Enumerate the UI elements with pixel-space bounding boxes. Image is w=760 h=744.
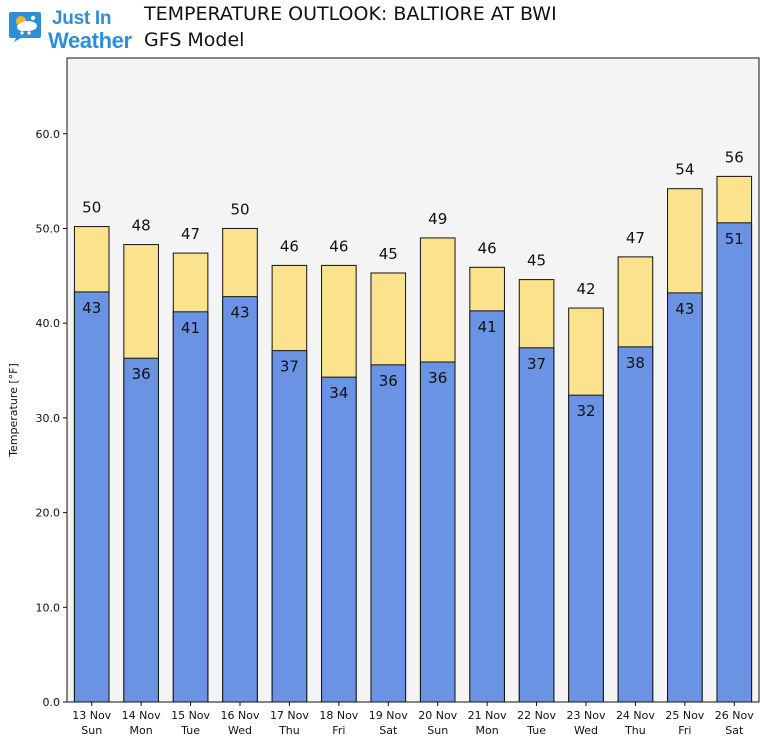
low-bar bbox=[419, 361, 456, 703]
x-tick-label-day: Tue bbox=[180, 724, 200, 737]
x-tick-label-day: Sat bbox=[379, 724, 398, 737]
high-value-label: 48 bbox=[132, 217, 151, 235]
high-value-label: 50 bbox=[82, 199, 101, 217]
low-bar bbox=[617, 346, 654, 703]
logo-text-line1: Just In bbox=[52, 8, 112, 29]
x-tick-label-date: 26 Nov bbox=[715, 709, 754, 722]
y-tick-label: 60.0 bbox=[36, 128, 61, 141]
x-tick-label-day: Thu bbox=[278, 724, 300, 737]
x-tick-label-date: 15 Nov bbox=[171, 709, 210, 722]
low-bar bbox=[716, 222, 753, 703]
x-tick-label-date: 13 Nov bbox=[72, 709, 111, 722]
x-tick-label-date: 23 Nov bbox=[567, 709, 606, 722]
x-tick-label-date: 14 Nov bbox=[122, 709, 161, 722]
high-value-label: 46 bbox=[280, 237, 299, 255]
high-value-label: 47 bbox=[181, 225, 200, 243]
low-value-label: 36 bbox=[379, 372, 398, 390]
y-tick-label: 10.0 bbox=[36, 601, 61, 614]
high-value-label: 47 bbox=[626, 229, 645, 247]
x-tick-label-date: 21 Nov bbox=[468, 709, 507, 722]
x-tick-label-date: 17 Nov bbox=[270, 709, 309, 722]
x-tick-label-day: Wed bbox=[228, 724, 252, 737]
x-tick-label-day: Sun bbox=[81, 724, 102, 737]
low-value-label: 38 bbox=[626, 354, 645, 372]
x-tick-label-date: 19 Nov bbox=[369, 709, 408, 722]
low-value-label: 37 bbox=[280, 358, 299, 376]
x-tick-label-day: Sun bbox=[427, 724, 448, 737]
y-tick-label: 20.0 bbox=[36, 507, 61, 520]
low-bar bbox=[271, 350, 308, 703]
low-bar bbox=[667, 292, 703, 703]
low-value-label: 32 bbox=[576, 402, 595, 420]
high-value-label: 42 bbox=[576, 280, 595, 298]
logo: Just In Weather bbox=[4, 4, 132, 53]
low-bar bbox=[370, 364, 407, 703]
x-tick-label-date: 24 Nov bbox=[616, 709, 655, 722]
low-value-label: 36 bbox=[428, 369, 447, 387]
high-value-label: 46 bbox=[478, 239, 497, 257]
low-bar bbox=[568, 394, 604, 703]
weather-cloud-icon bbox=[9, 12, 41, 42]
plot-area bbox=[67, 58, 759, 702]
low-value-label: 36 bbox=[132, 365, 151, 383]
low-value-label: 43 bbox=[82, 299, 101, 317]
low-bar bbox=[222, 296, 258, 703]
low-value-label: 34 bbox=[329, 384, 348, 402]
x-tick-label-date: 20 Nov bbox=[418, 709, 457, 722]
low-bar bbox=[73, 291, 110, 703]
y-axis-label: Temperature [°F] bbox=[7, 363, 20, 458]
x-tick-label-day: Thu bbox=[624, 724, 646, 737]
low-value-label: 41 bbox=[478, 318, 497, 336]
high-value-label: 54 bbox=[675, 161, 694, 179]
x-tick-label-date: 25 Nov bbox=[665, 709, 704, 722]
high-value-label: 46 bbox=[329, 237, 348, 255]
chart-subtitle: GFS Model bbox=[144, 29, 245, 51]
y-tick-label: 40.0 bbox=[36, 317, 61, 330]
low-value-label: 51 bbox=[725, 230, 744, 248]
low-value-label: 37 bbox=[527, 355, 546, 373]
low-bar bbox=[172, 311, 209, 703]
low-bar bbox=[469, 310, 505, 703]
logo-text-line2: Weather bbox=[48, 28, 132, 53]
high-value-label: 49 bbox=[428, 210, 447, 228]
low-bar bbox=[123, 357, 159, 703]
plot-frame bbox=[66, 57, 760, 703]
high-value-label: 45 bbox=[379, 245, 398, 263]
low-value-label: 41 bbox=[181, 319, 200, 337]
low-bar bbox=[518, 347, 555, 703]
y-tick-label: 50.0 bbox=[36, 222, 61, 235]
low-bar bbox=[321, 376, 357, 703]
x-tick-label-day: Fri bbox=[332, 724, 345, 737]
high-value-label: 50 bbox=[230, 200, 249, 218]
low-value-label: 43 bbox=[230, 304, 249, 322]
y-tick-label: 30.0 bbox=[36, 412, 61, 425]
x-tick-label-day: Fri bbox=[678, 724, 691, 737]
x-tick-label-day: Sat bbox=[725, 724, 744, 737]
x-tick-label-day: Tue bbox=[526, 724, 546, 737]
high-value-label: 45 bbox=[527, 252, 546, 270]
high-value-label: 56 bbox=[725, 148, 744, 166]
header: Just In Weather TEMPERATURE OUTLOOK: BAL… bbox=[0, 0, 760, 56]
x-tick-label-date: 22 Nov bbox=[517, 709, 556, 722]
x-tick-label-day: Wed bbox=[574, 724, 598, 737]
y-tick-label: 0.0 bbox=[43, 696, 61, 709]
low-value-label: 43 bbox=[675, 300, 694, 318]
x-tick-label-date: 18 Nov bbox=[319, 709, 358, 722]
chart-title: TEMPERATURE OUTLOOK: BALTIORE AT BWI bbox=[144, 3, 557, 25]
x-tick-label-day: Mon bbox=[476, 724, 499, 737]
x-tick-label-date: 16 Nov bbox=[221, 709, 260, 722]
x-tick-label-day: Mon bbox=[130, 724, 153, 737]
